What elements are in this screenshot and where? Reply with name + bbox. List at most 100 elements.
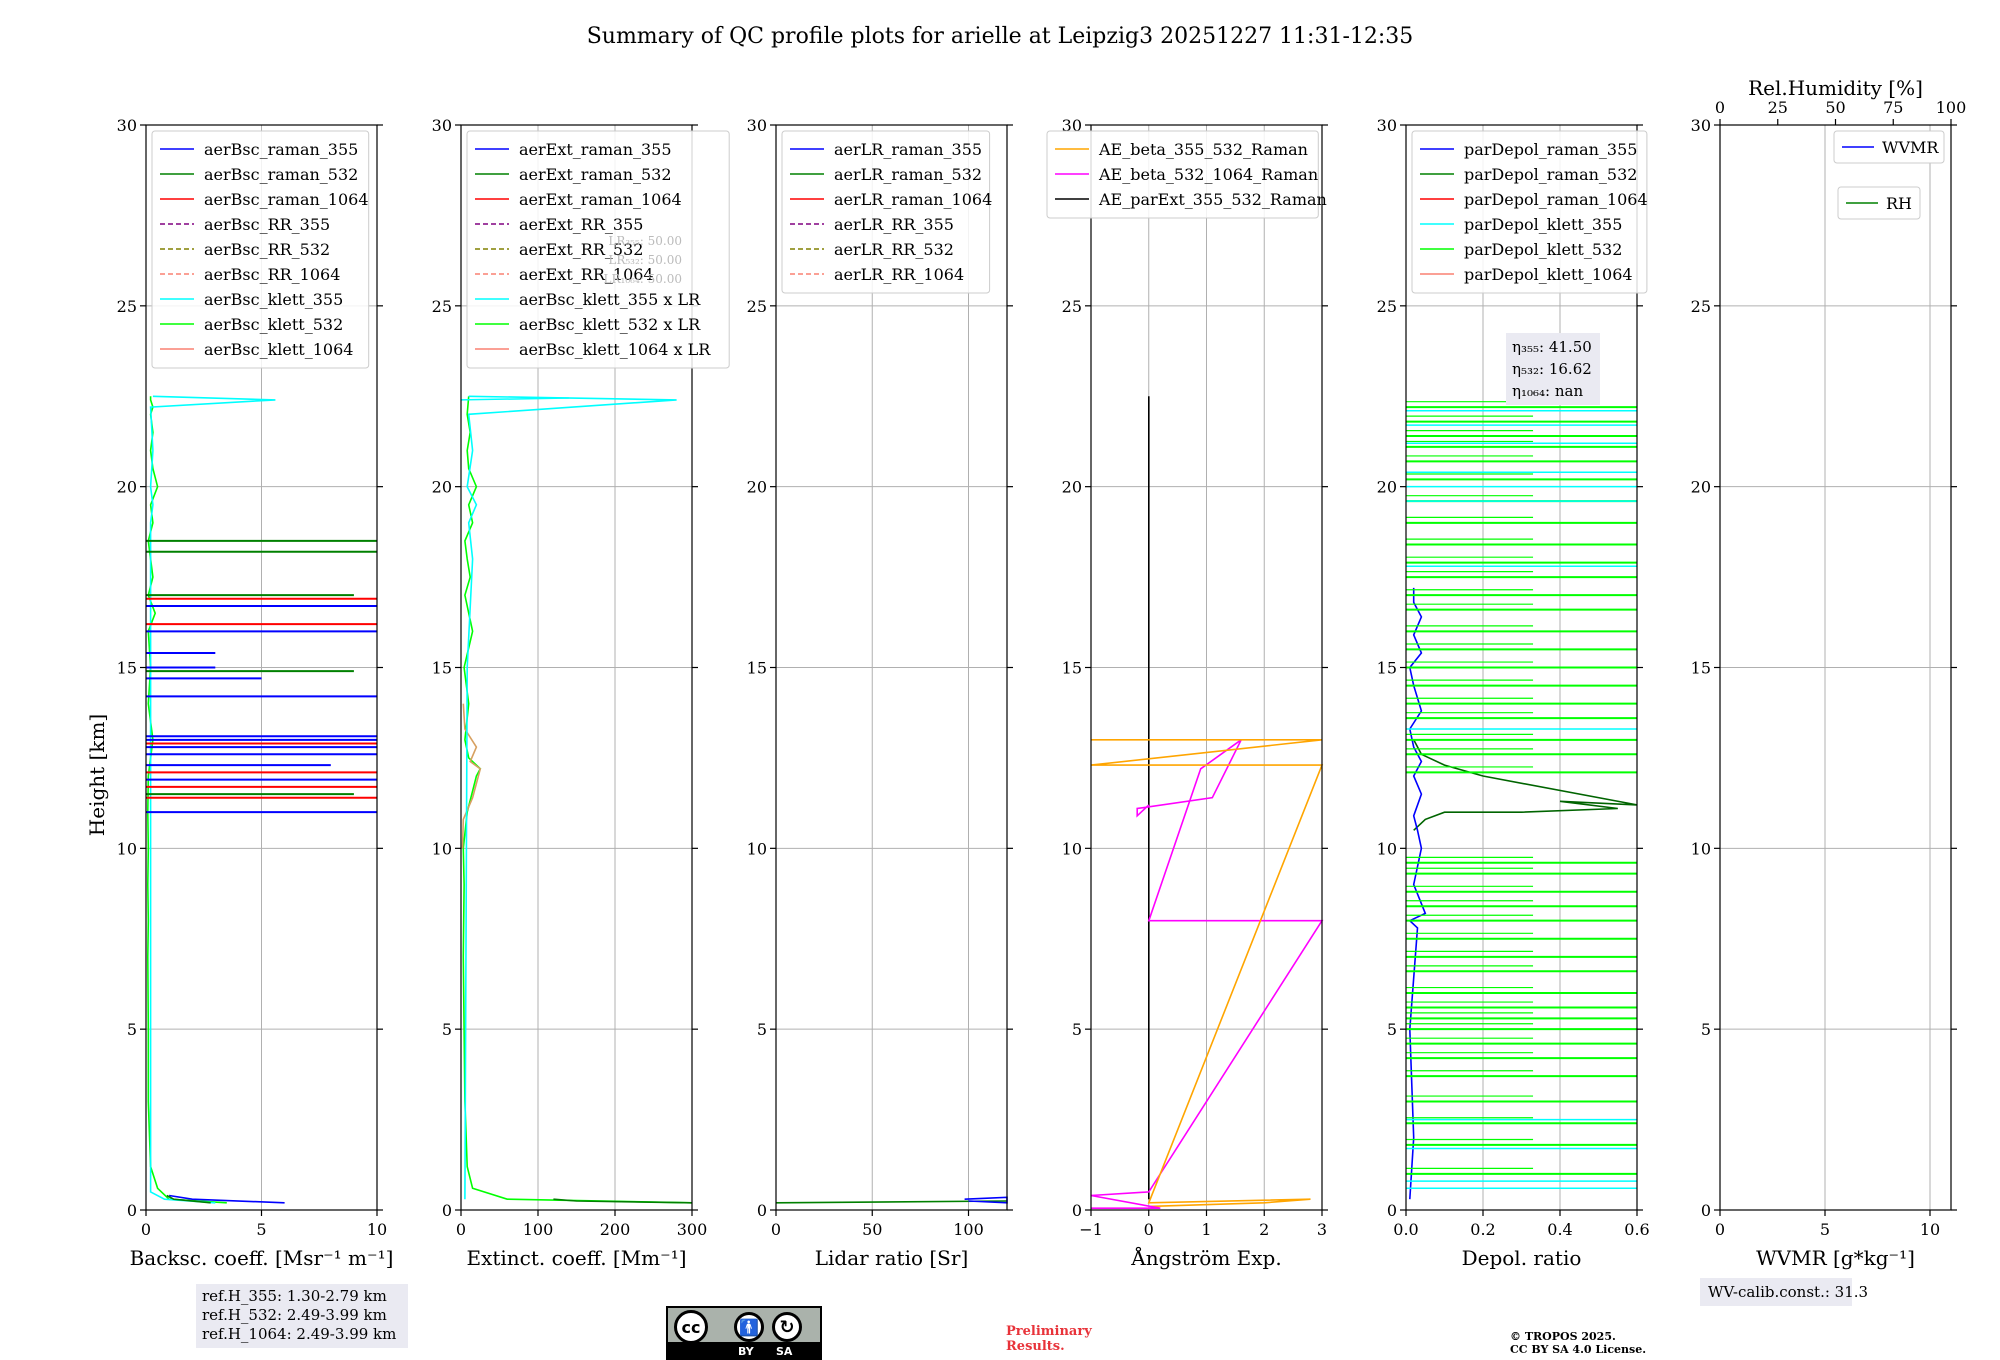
copyright-note: © TROPOS 2025. CC BY SA 4.0 License. (1510, 1330, 1646, 1356)
legend-label: aerLR_raman_355 (834, 140, 982, 159)
copyright-line-1: © TROPOS 2025. (1510, 1330, 1616, 1343)
series-line-parDepol_raman_532 (1412, 739, 1638, 831)
lr-label: LR₃₅₅: 50.00 (608, 234, 682, 248)
legend-label: aerBsc_klett_532 x LR (519, 315, 701, 334)
y-tick-label: 25 (1691, 297, 1711, 316)
y-tick-label: 25 (1377, 297, 1397, 316)
legend-label: aerBsc_RR_532 (204, 240, 330, 259)
x-axis-label: Extinct. coeff. [Mm⁻¹] (466, 1246, 686, 1270)
y-tick-label: 10 (117, 839, 137, 858)
top-x-tick-label: 0 (1715, 98, 1725, 117)
y-tick-label: 30 (432, 116, 452, 135)
legend-label: parDepol_klett_532 (1464, 240, 1622, 259)
y-tick-label: 30 (747, 116, 767, 135)
ref-height-box-bg (196, 1284, 408, 1348)
panel-bsc: 0 5 10 15 20 25 30 0 5 10 Backsc. coeff. [Msr⁻¹ m⁻… (117, 116, 394, 1270)
y-tick-label: 0 (442, 1201, 452, 1220)
by-person-icon: 🚹 (734, 1312, 764, 1342)
cc-license-badge[interactable]: cc 🚹 ↻ BY SA (666, 1306, 822, 1360)
legend-lr: aerLR_raman_355 aerLR_raman_532 aerLR_rama… (781, 130, 992, 294)
x-axis-label: WVMR [g*kg⁻¹] (1756, 1246, 1915, 1270)
top-x-tick-label: 25 (1768, 98, 1788, 117)
series-group-dep (1406, 401, 1638, 1200)
legend-label: aerBsc_klett_355 x LR (519, 290, 701, 309)
y-tick-label: 25 (117, 297, 137, 316)
legend-ae: AE_beta_355_532_Raman AE_beta_532_1064_Ra… (1046, 130, 1327, 219)
y-tick-label: 5 (1387, 1020, 1397, 1039)
series-line-AE_beta_355_532_Raman (1090, 738, 1324, 1208)
series-line-aerBsc_raman_355 (168, 1194, 285, 1204)
cc-icon-text: cc (681, 1317, 701, 1337)
y-tick-label: 20 (1062, 478, 1082, 497)
figure-title: Summary of QC profile plots for arielle … (587, 24, 1414, 49)
legend-label: aerBsc_klett_1064 x LR (519, 340, 711, 359)
x-axis-label: Ångström Exp. (1130, 1245, 1281, 1270)
legend-label: parDepol_raman_532 (1464, 165, 1637, 184)
x-tick-label: 200 (600, 1220, 631, 1239)
x-tick-label: 0.4 (1547, 1220, 1572, 1239)
legend-label: aerLR_RR_355 (834, 215, 954, 234)
y-tick-label: 10 (432, 839, 452, 858)
lr-label: LR₅₃₂: 50.00 (608, 253, 682, 267)
legend-ext: aerExt_raman_355 aerExt_raman_532 aerExt_r… (466, 130, 730, 369)
y-tick-label: 15 (1062, 659, 1082, 678)
y-tick-label: 15 (117, 659, 137, 678)
legend-box (781, 130, 991, 294)
y-tick-label: 30 (1691, 116, 1711, 135)
x-tick-label: 5 (1820, 1220, 1830, 1239)
series-line-aerBsc_klett_355 (149, 395, 276, 1204)
legend-label: aerLR_raman_1064 (834, 190, 992, 209)
x-tick-label: 0 (456, 1220, 466, 1239)
legend-label: aerExt_raman_355 (519, 140, 672, 159)
wv-calib-text: WV-calib.const.: 31.3 (1708, 1283, 1868, 1301)
y-tick-label: 5 (1701, 1020, 1711, 1039)
y-tick-label: 25 (432, 297, 452, 316)
legend-label: RH (1886, 194, 1912, 213)
top-x-tick-label: 100 (1936, 98, 1967, 117)
top-x-tick-label: 75 (1883, 98, 1903, 117)
x-tick-label: 0.6 (1624, 1220, 1649, 1239)
y-axis-label: Height [km] (85, 714, 109, 836)
series-line-aerBsc_raman_532 (166, 1194, 211, 1204)
wv-calib-box-bg (1700, 1278, 1852, 1306)
cc-badge-top: cc 🚹 ↻ (666, 1306, 822, 1344)
legend-label: aerBsc_klett_1064 (204, 340, 353, 359)
y-tick-label: 0 (1072, 1201, 1082, 1220)
x-tick-label: 50 (862, 1220, 882, 1239)
legend-label: AE_beta_532_1064_Raman (1098, 165, 1318, 184)
legend-label: AE_parExt_355_532_Raman (1098, 190, 1327, 209)
x-tick-label: 3 (1317, 1220, 1327, 1239)
legend-label: aerExt_raman_1064 (519, 190, 682, 209)
x-tick-label: 10 (367, 1220, 387, 1239)
legend-rh: RH (1837, 186, 1921, 220)
y-tick-label: 30 (1377, 116, 1397, 135)
ref-height-1064: ref.H_1064: 2.49-3.99 km (202, 1325, 396, 1343)
legend-label: aerExt_raman_532 (519, 165, 672, 184)
legend-label: parDepol_klett_1064 (1464, 265, 1633, 284)
y-tick-label: 0 (1387, 1201, 1397, 1220)
legend-bsc: aerBsc_raman_355 aerBsc_raman_532 aerBsc_r… (151, 130, 370, 369)
preliminary-note: Preliminary Results. (1006, 1324, 1092, 1354)
y-tick-label: 20 (432, 478, 452, 497)
ref-height-box: ref.H_355: 1.30-2.79 km ref.H_532: 2.49-… (196, 1284, 408, 1348)
spike-ext-355 (460, 397, 569, 401)
x-tick-label: 0 (1144, 1220, 1154, 1239)
y-tick-label: 0 (127, 1201, 137, 1220)
legend-label: parDepol_raman_355 (1464, 140, 1637, 159)
y-tick-label: 5 (757, 1020, 767, 1039)
y-tick-label: 10 (1377, 839, 1397, 858)
y-tick-label: 20 (1377, 478, 1397, 497)
cc-badge-bottom: BY SA (666, 1344, 822, 1360)
x-tick-label: 300 (677, 1220, 708, 1239)
legend-label: aerBsc_RR_355 (204, 215, 330, 234)
x-tick-label: 2 (1259, 1220, 1269, 1239)
legend-label: aerExt_RR_532 (519, 240, 643, 259)
sa-share-alike-icon: ↻ (772, 1312, 802, 1342)
y-tick-label: 5 (442, 1020, 452, 1039)
legend-box (1411, 130, 1648, 294)
series-line-AE_beta_532_1064_Raman (1090, 739, 1324, 1197)
x-tick-label: 100 (523, 1220, 554, 1239)
legend-box (466, 130, 730, 369)
